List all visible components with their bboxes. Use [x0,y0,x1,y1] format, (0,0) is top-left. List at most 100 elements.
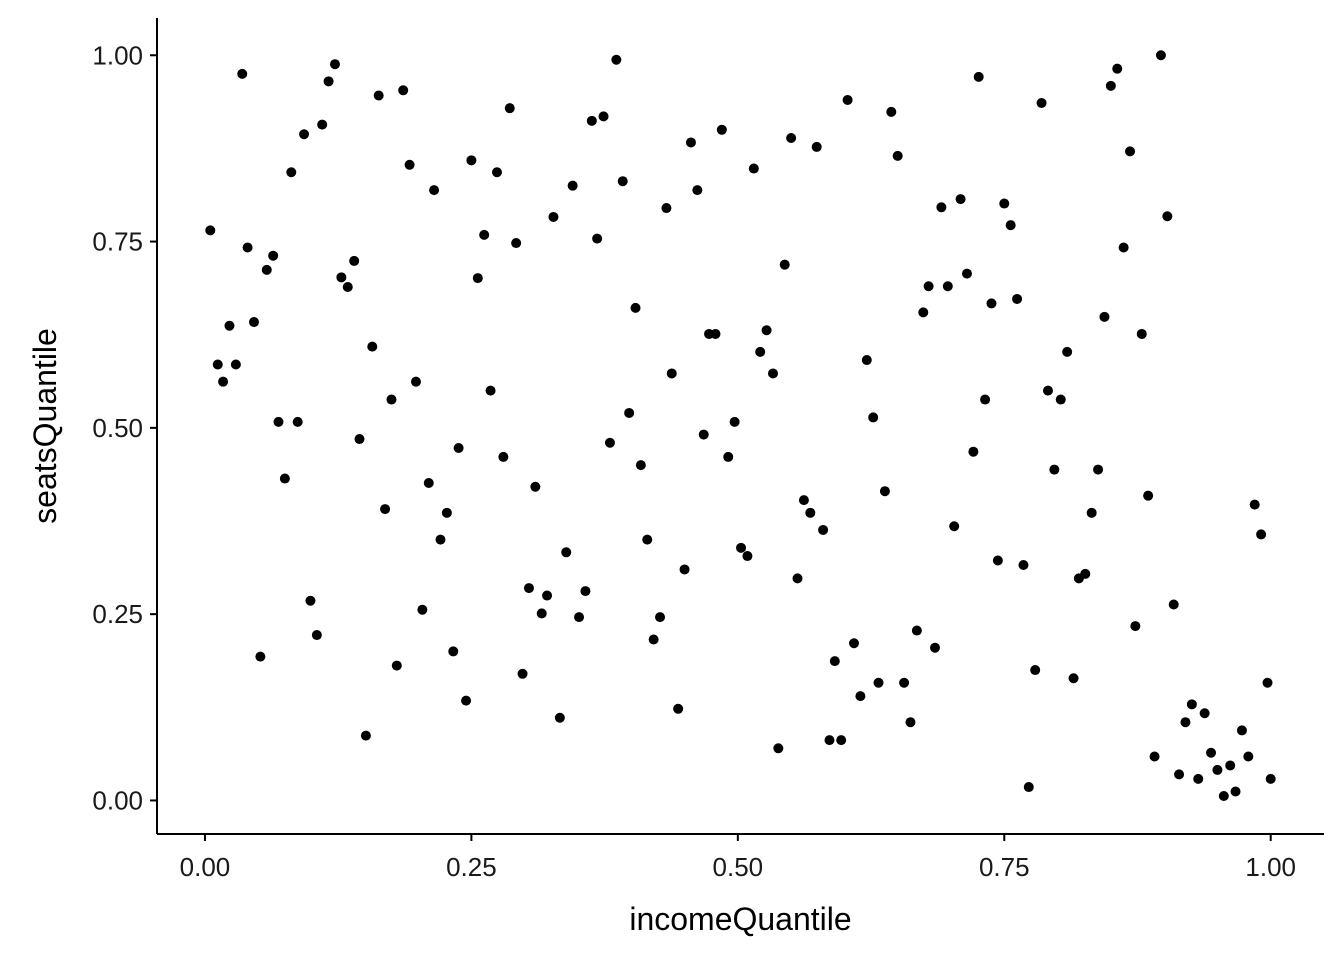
data-point [1049,464,1060,475]
data-point [604,437,615,448]
data-point [404,159,415,170]
data-point [836,735,847,746]
data-point [679,564,690,575]
data-point [429,185,440,196]
data-point [491,167,502,178]
data-point [323,76,334,87]
data-point [311,630,322,641]
y-axis-title: seatsQuantile [27,328,63,524]
data-point [237,68,248,79]
x-tick-label: 0.50 [713,852,764,882]
data-point [992,555,1003,566]
data-point [373,90,384,101]
data-point [342,282,353,293]
data-point [360,730,371,741]
data-point [1180,717,1191,728]
data-point [1099,311,1110,322]
data-point [567,180,578,191]
data-point [824,735,835,746]
data-point [949,521,960,532]
data-point [624,407,635,418]
data-point [461,695,472,706]
data-point [805,507,816,518]
data-point [655,612,666,623]
data-point [779,259,790,270]
data-point [268,250,279,261]
data-point [955,194,966,205]
data-point [1230,786,1241,797]
data-point [1256,529,1267,540]
data-point [1212,764,1223,775]
data-point [448,646,459,657]
data-point [261,264,272,275]
data-point [673,703,684,714]
data-point [336,272,347,283]
data-point [923,281,934,292]
data-point [530,481,541,492]
data-point [698,429,709,440]
data-point [911,625,922,636]
data-point [398,85,409,96]
data-point [329,59,340,70]
data-point [611,54,622,65]
data-point [905,717,916,728]
data-point [1042,385,1053,396]
data-point [248,317,259,328]
points-layer [205,50,1276,801]
data-point [1062,346,1073,357]
data-point [224,320,235,331]
data-point [536,608,547,619]
data-point [818,524,829,535]
data-point [1225,760,1236,771]
data-point [729,416,740,427]
data-point [666,368,677,379]
data-point [317,119,328,130]
data-point [218,376,229,387]
data-point [968,446,979,457]
data-point [1012,293,1023,304]
data-point [1018,559,1029,570]
data-point [1055,394,1066,405]
y-tick-label: 0.00 [92,785,143,815]
data-point [886,106,897,117]
data-point [1136,328,1147,339]
data-point [554,712,565,723]
data-point [930,642,940,653]
data-point [861,355,872,366]
data-point [242,242,253,253]
data-point [842,94,853,105]
data-point [580,586,591,597]
data-point [899,677,910,688]
data-point [423,478,434,489]
data-point [592,233,603,244]
data-point [504,103,515,114]
y-tick-label: 0.50 [92,413,143,443]
data-point [1155,50,1166,61]
data-point [1143,490,1154,501]
data-point [354,434,365,445]
data-point [755,346,766,357]
x-tick-label: 1.00 [1245,852,1296,882]
x-tick-label: 0.75 [979,852,1030,882]
data-point [1199,708,1210,719]
data-point [205,225,216,236]
x-axis-title: incomeQuantile [629,901,851,937]
data-point [773,743,784,754]
data-point [849,638,860,649]
data-point [453,442,464,453]
data-point [761,325,772,336]
data-point [299,129,310,140]
data-point [723,451,734,462]
data-point [417,604,428,615]
data-point [617,176,628,187]
data-point [1036,97,1047,108]
data-point [435,534,446,545]
data-point [286,167,297,178]
x-tick-label: 0.00 [180,852,231,882]
data-point [1218,790,1229,801]
data-point [736,542,747,553]
data-point [1005,220,1016,231]
y-tick-label: 0.75 [92,227,143,257]
data-point [710,328,721,339]
